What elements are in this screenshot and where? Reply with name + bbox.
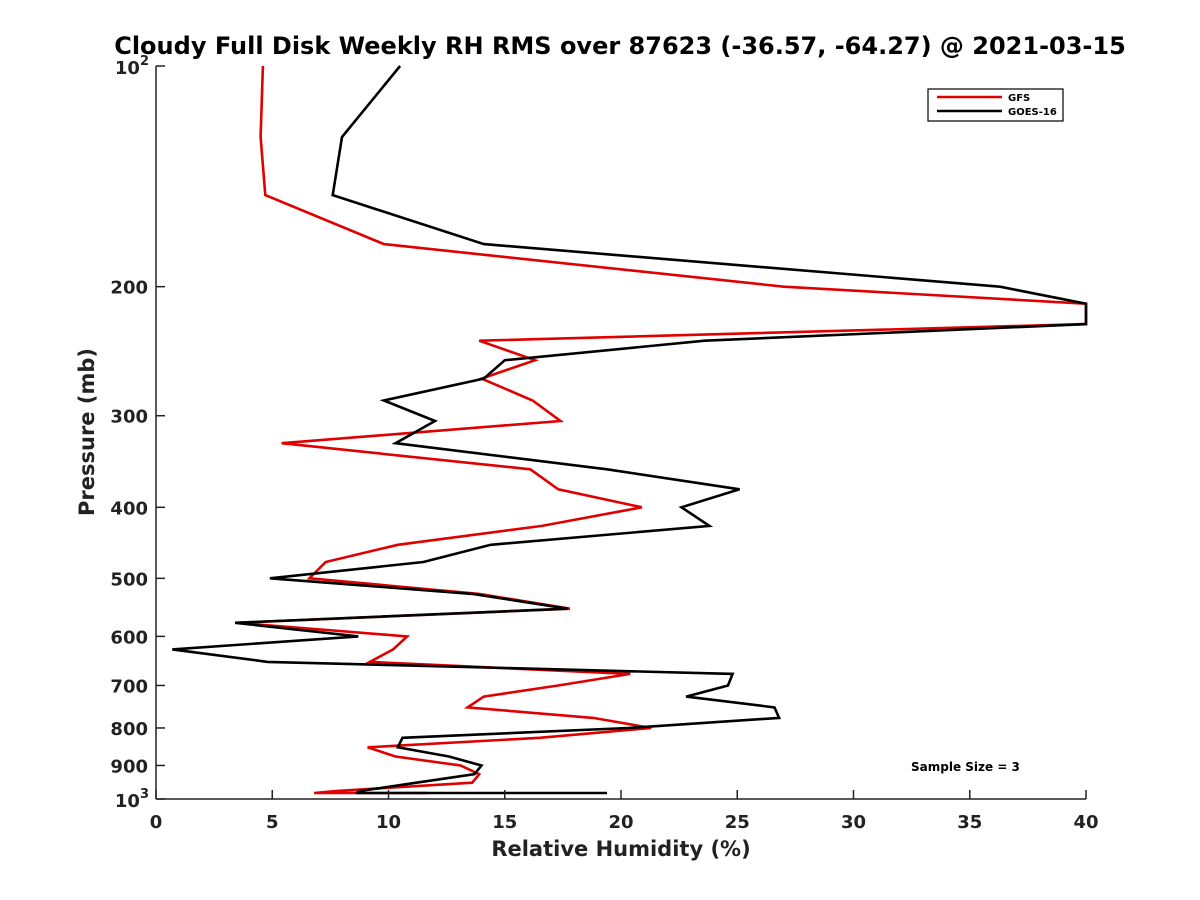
y-tick-label: 500 [110,569,148,590]
x-axis-ticks: 0 5 10 15 20 25 30 35 40 [150,790,1099,833]
y-tick-label: 102 [115,54,149,79]
x-tick-label: 25 [725,812,750,833]
x-tick-label: 5 [266,812,279,833]
y-tick-label: 400 [110,498,148,519]
series-line-goes-16 [172,65,1088,795]
y-tick-label: 900 [110,756,148,777]
axes: 0 5 10 15 20 25 30 35 40 102 200 300 400 500 600 700 80… [110,54,1098,833]
legend: GFS GOES-16 [927,88,1064,122]
legend-label-gfs: GFS [1008,93,1030,104]
y-tick-label: 600 [110,627,148,648]
y-tick-label: 300 [110,407,148,428]
legend-label-goes-16: GOES-16 [1008,107,1057,118]
legend-box [927,88,1064,122]
sample-size-annotation: Sample Size = 3 [911,760,1020,774]
series-line-gfs [237,65,1088,795]
y-tick-label: 103 [115,787,149,812]
y-tick-label: 800 [110,719,148,740]
x-tick-label: 10 [376,812,401,833]
y-tick-label: 700 [110,676,148,697]
x-tick-label: 20 [608,812,633,833]
chart-title: Cloudy Full Disk Weekly RH RMS over 8762… [114,32,1126,60]
x-tick-label: 40 [1073,812,1098,833]
y-axis-ticks: 102 200 300 400 500 600 700 800 900 103 [110,54,165,812]
x-tick-label: 15 [492,812,517,833]
x-tick-label: 30 [841,812,866,833]
y-tick-label: 200 [110,278,148,299]
x-tick-label: 0 [150,812,163,833]
x-axis-label: Relative Humidity (%) [491,837,750,861]
y-axis-label: Pressure (mb) [75,348,99,516]
x-tick-label: 35 [957,812,982,833]
plot-area [172,65,1088,795]
